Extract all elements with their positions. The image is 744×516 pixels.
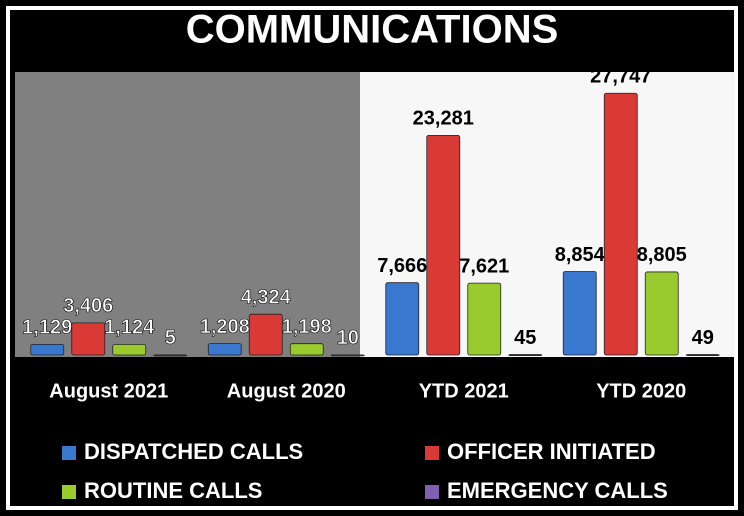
data-label: 23,281 xyxy=(413,108,474,130)
legend-swatch xyxy=(425,446,439,460)
data-label: 10 xyxy=(337,327,359,349)
legend-label: ROUTINE CALLS xyxy=(84,478,262,503)
bar xyxy=(685,354,720,356)
bar xyxy=(330,354,365,357)
x-tick-label: August 2020 xyxy=(227,380,346,402)
data-label: 49 xyxy=(692,327,714,349)
bar xyxy=(644,271,679,356)
data-label: 8,854 xyxy=(555,244,606,266)
legend-label: OFFICER INITIATED xyxy=(447,439,656,464)
bar xyxy=(112,343,147,356)
bar xyxy=(289,343,324,356)
data-label: 1,198 xyxy=(282,316,332,338)
data-label: 1,208 xyxy=(200,316,250,338)
bar xyxy=(30,343,65,356)
bar xyxy=(467,282,502,356)
data-label: 1,129 xyxy=(22,317,72,339)
bar xyxy=(426,134,461,356)
x-tick-label: August 2021 xyxy=(49,380,168,402)
bar xyxy=(153,354,188,357)
data-label: 3,406 xyxy=(63,295,113,317)
data-label: 7,621 xyxy=(459,255,509,277)
x-tick-label: YTD 2021 xyxy=(419,380,509,402)
data-label: 27,747 xyxy=(590,66,651,88)
data-label: 7,666 xyxy=(377,255,427,277)
data-label: 4,324 xyxy=(241,286,292,308)
bar xyxy=(385,282,420,356)
bar xyxy=(207,343,242,356)
chart-title: COMMUNICATIONS xyxy=(186,8,559,52)
bar xyxy=(248,313,283,356)
data-label: 8,805 xyxy=(637,244,687,266)
bar xyxy=(562,271,597,356)
legend-swatch xyxy=(62,485,76,499)
bar xyxy=(71,322,106,356)
bar xyxy=(603,92,638,356)
data-label: 45 xyxy=(514,327,536,349)
legend-label: EMERGENCY CALLS xyxy=(447,478,668,503)
x-tick-label: YTD 2020 xyxy=(596,380,686,402)
panel-monthly xyxy=(15,72,360,357)
legend-label: DISPATCHED CALLS xyxy=(84,439,303,464)
data-label: 1,124 xyxy=(104,317,155,339)
data-label: 5 xyxy=(165,327,176,349)
legend-swatch xyxy=(425,485,439,499)
bar xyxy=(508,354,543,356)
legend-swatch xyxy=(62,446,76,460)
